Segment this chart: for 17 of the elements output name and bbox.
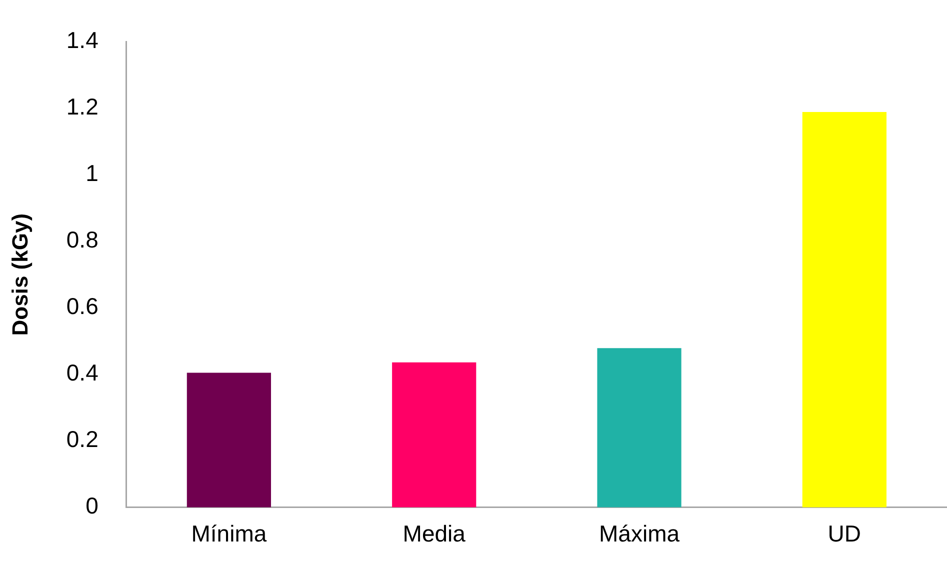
y-axis-title: Dosis (kGy) [7, 213, 32, 336]
x-tick-label: Mínima [191, 520, 267, 547]
x-tick-label: Máxima [599, 520, 680, 547]
y-tick-label: 0.8 [66, 226, 98, 253]
y-tick-label: 1.2 [66, 94, 98, 120]
bar [597, 348, 682, 508]
x-tick-label: UD [828, 520, 862, 547]
bar [802, 112, 886, 508]
y-tick-label: 0.4 [66, 360, 99, 386]
y-tick-label: 0.2 [66, 426, 98, 452]
bar [186, 372, 272, 508]
x-tick-label: Media [402, 520, 466, 547]
bar [392, 362, 476, 508]
y-tick-label: 0.6 [66, 293, 98, 320]
y-tick-label: 1.4 [66, 27, 99, 54]
y-tick-label: 0 [86, 492, 98, 519]
y-tick-label: 1 [86, 160, 98, 186]
